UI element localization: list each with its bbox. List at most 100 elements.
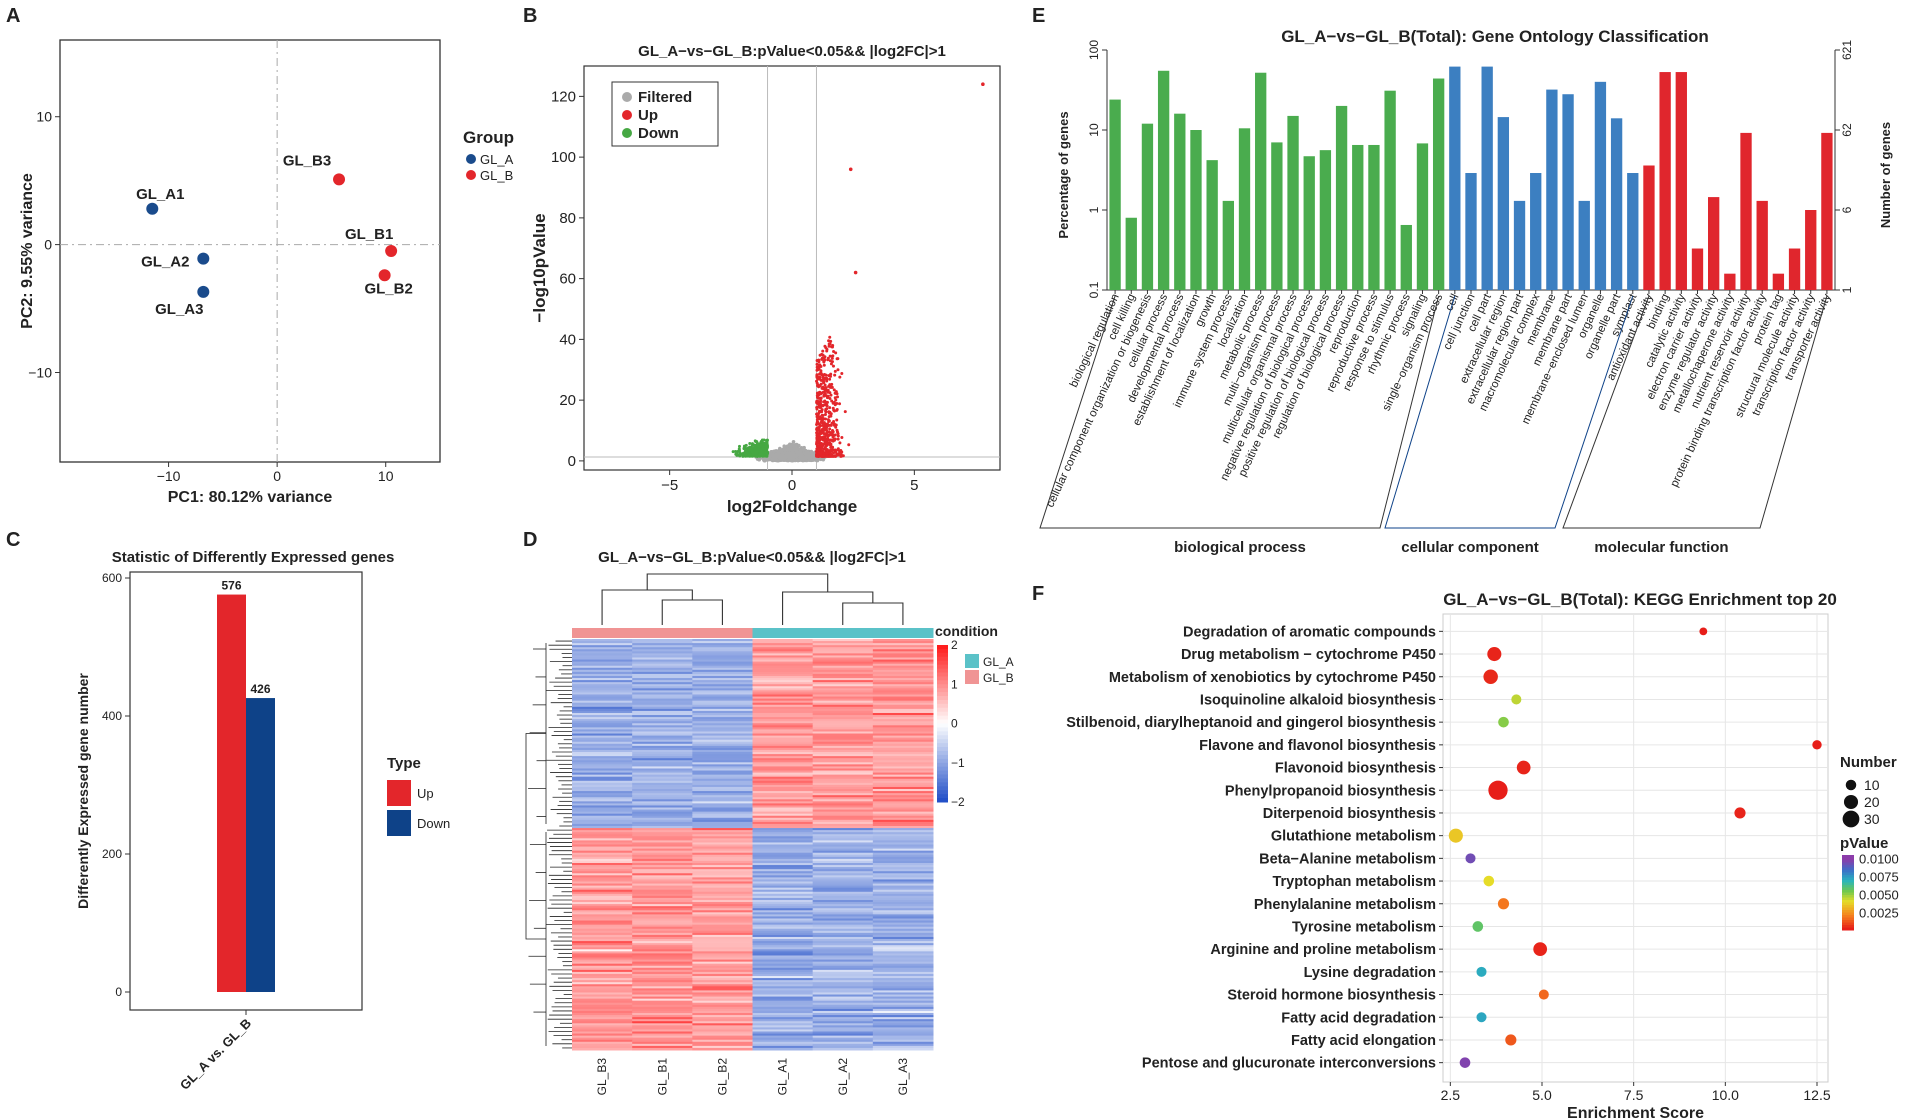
heatmap-condition-cell (812, 628, 874, 638)
volcano-point-up (818, 423, 822, 427)
pca-point (378, 269, 391, 282)
panel-letter-d: D (523, 529, 537, 551)
volcano-point-up (822, 417, 826, 421)
volcano-point-down (764, 444, 768, 448)
volcano-point-down (764, 439, 768, 443)
volcano-point-up (835, 357, 839, 361)
volcano-point-filtered (787, 443, 791, 448)
volcano-point-up (829, 452, 833, 456)
volcano-point-up (825, 407, 829, 411)
volcano-point-up (819, 392, 823, 396)
volcano-xlabel: log2Foldchange (727, 497, 857, 516)
volcano-point-up (843, 410, 847, 414)
volcano-point-down (738, 450, 742, 454)
heatmap-cell (872, 1047, 934, 1051)
volcano-point-up (816, 376, 820, 380)
deg-bar-down (246, 698, 275, 992)
pca-legend-swatch (466, 154, 476, 164)
volcano-point-up (820, 443, 824, 447)
volcano-point-up (825, 379, 829, 383)
volcano-point-up (832, 400, 836, 404)
volcano-point-up (817, 447, 821, 451)
deg-legend-label: Down (417, 816, 450, 831)
volcano-point-up (835, 428, 839, 432)
volcano-title: GL_A−vs−GL_B:pValue<0.05&& |log2FC|>1 (638, 43, 946, 60)
volcano-point-up (831, 439, 835, 443)
heatmap-condition-cell (692, 628, 753, 638)
volcano-point-up (828, 385, 832, 389)
volcano-point-up (833, 403, 837, 407)
heatmap-cell (632, 1047, 693, 1051)
volcano-point-up (817, 367, 821, 371)
pca-point-label: GL_B2 (364, 280, 412, 297)
heatmap-cells (572, 639, 934, 1051)
volcano-point-filtered (818, 457, 823, 462)
volcano-point-up (840, 436, 844, 440)
deg-title: Statistic of Differently Expressed genes (112, 549, 395, 566)
volcano-point-filtered (790, 449, 795, 453)
volcano-point-up (831, 445, 835, 449)
heatmap-col-dendrogram (601, 573, 904, 625)
pca-point (333, 173, 346, 186)
volcano-legend-swatch (622, 128, 632, 138)
volcano-point-up (828, 406, 832, 410)
pca-ylabel: PC2: 9.55% variance (19, 173, 36, 329)
volcano-point-up (818, 436, 822, 440)
volcano-point-up (825, 396, 829, 400)
volcano-point-up (820, 357, 824, 361)
volcano-point-up (815, 435, 819, 439)
volcano-legend-swatch (622, 92, 632, 102)
pca-point-label: GL_A1 (136, 186, 184, 203)
volcano-point-up (827, 415, 831, 419)
dendro-branch (842, 602, 904, 625)
volcano-point-filtered (786, 447, 790, 452)
volcano-point-up (817, 451, 821, 455)
volcano-point-up (828, 377, 832, 381)
volcano-point-up (825, 448, 829, 452)
pca-legend-label: GL_B (480, 168, 513, 183)
volcano-point-up (835, 418, 839, 422)
volcano-point-up (815, 362, 819, 366)
volcano-point-up (834, 450, 838, 454)
volcano-point-filtered (795, 453, 799, 457)
pca-point-label: GL_A3 (155, 301, 203, 318)
volcano-point-up (839, 448, 843, 452)
volcano-legend-swatch (622, 110, 632, 120)
pca-frame (59, 39, 441, 463)
volcano-point-up (834, 448, 838, 452)
volcano-point-filtered (774, 458, 779, 463)
volcano-point-up (825, 389, 829, 393)
deg-ylabel: Differently Expressed gene number (75, 673, 91, 909)
volcano-point-filtered (772, 458, 776, 462)
volcano-point-up (823, 403, 827, 407)
volcano-point-filtered (782, 447, 787, 452)
volcano-ytick-label: 0 (568, 453, 576, 470)
dendro-branch (601, 589, 693, 625)
volcano-point-up (834, 425, 838, 429)
pca-xtick-label: 0 (273, 468, 281, 484)
volcano-point-up (822, 381, 826, 385)
volcano-point-down (757, 447, 761, 451)
volcano-point-down (756, 442, 760, 446)
volcano-point-up (824, 376, 828, 380)
volcano-point-up (831, 344, 835, 348)
volcano-ylabel: −log10pValue (530, 213, 549, 322)
deg-ytick-label: 400 (102, 709, 122, 723)
volcano-point-up (831, 354, 835, 358)
heatmap-cell (752, 1047, 814, 1051)
volcano-point-filtered (775, 452, 780, 456)
volcano-point-down (738, 454, 742, 458)
volcano-point-up (826, 356, 830, 360)
volcano-point-up (818, 372, 822, 376)
pca-ytick-label: 10 (36, 109, 52, 125)
heatmap-condition-cell (752, 628, 814, 638)
volcano-point-up (827, 344, 831, 348)
volcano-legend-label: Down (638, 125, 679, 142)
volcano-point-up (825, 439, 829, 443)
volcano-point-down (748, 442, 752, 446)
volcano-point-filtered (798, 455, 803, 459)
volcano-point-filtered (795, 449, 800, 454)
volcano-point-up (833, 433, 837, 437)
volcano-point-filtered (799, 448, 803, 452)
